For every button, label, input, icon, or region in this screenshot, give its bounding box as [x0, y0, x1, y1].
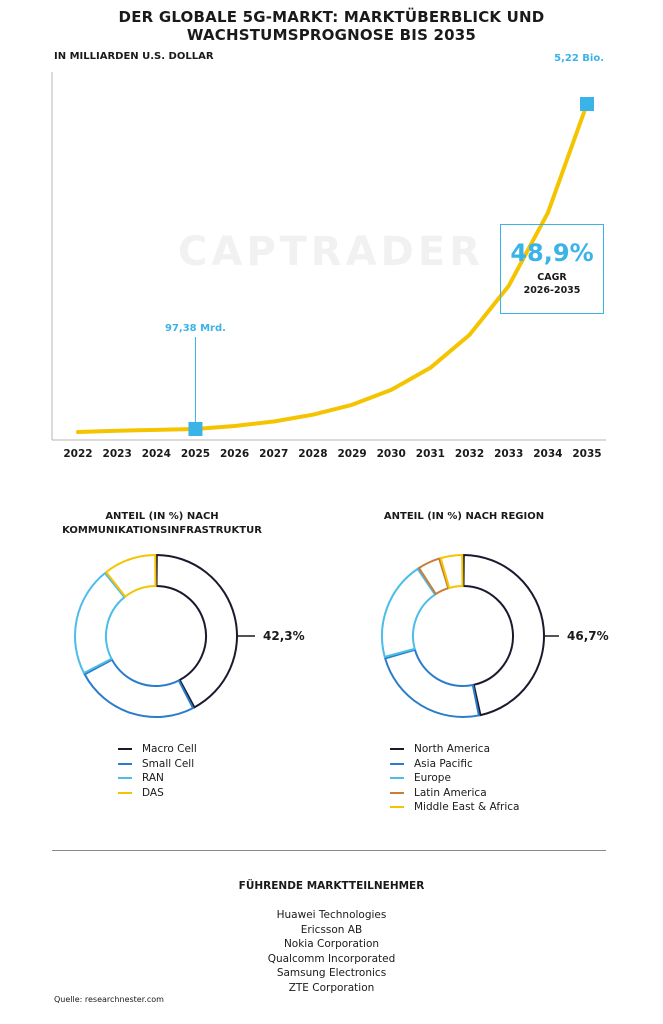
cagr-box: 48,9% CAGR 2026-2035 [500, 224, 604, 314]
donut-1-legend: Macro Cell Small Cell RAN DAS [118, 742, 197, 800]
legend-label: Middle East & Africa [414, 801, 520, 814]
source-note: Quelle: researchnester.com [54, 995, 164, 1004]
player-item: Nokia Corporation [283, 938, 380, 950]
donut-1-title-line1: ANTEIL (IN %) NACH [105, 511, 219, 522]
players-title: FÜHRENDE MARKTTEILNEHMER [238, 880, 425, 892]
player-item: Samsung Electronics [276, 967, 387, 979]
cagr-label-line2: 2026-2035 [523, 285, 581, 296]
donut-2-slice [462, 553, 545, 717]
x-tick-label: 2027 [259, 448, 288, 460]
legend-1-item: DAS [118, 786, 197, 801]
data-point-marker [188, 421, 203, 436]
legend-label: Europe [414, 772, 451, 785]
legend-swatch [390, 762, 404, 765]
x-tick-label: 2032 [455, 448, 484, 460]
legend-2-item: Middle East & Africa [390, 800, 520, 815]
donut-1-slice [155, 553, 238, 709]
player-item: ZTE Corporation [288, 981, 375, 994]
x-tick-label: 2026 [220, 448, 249, 460]
legend-label: Macro Cell [142, 743, 197, 756]
legend-swatch [390, 806, 404, 809]
legend-label: DAS [142, 786, 164, 799]
x-tick-label: 2030 [377, 448, 406, 460]
players-list: Huawei Technologies Ericsson AB Nokia Corp… [0, 908, 663, 995]
x-tick-label: 2024 [142, 448, 171, 460]
data-point-marker [580, 97, 594, 111]
legend-swatch [390, 748, 404, 751]
player-item: Qualcomm Incorporated [267, 952, 396, 965]
legend-swatch [118, 777, 132, 780]
legend-2-item: Europe [390, 771, 520, 786]
x-tick-label: 2025 [181, 448, 210, 460]
watermark: CAPTRADER [178, 229, 484, 275]
donut-2-title-line1: ANTEIL (IN %) NACH REGION [383, 511, 545, 522]
legend-swatch [118, 762, 132, 765]
x-tick-label: 2028 [298, 448, 327, 460]
x-tick-label: 2034 [533, 448, 562, 460]
annotation-label: 97,38 Mrd. [165, 323, 226, 334]
legend-1-item: Macro Cell [118, 742, 197, 757]
donut-2-legend: North America Asia Pacific Europe Latin Ame… [390, 742, 520, 815]
x-tick-label: 2023 [103, 448, 132, 460]
donut-1-slice [74, 571, 126, 675]
divider [52, 850, 606, 851]
legend-swatch [118, 791, 132, 794]
legend-label: RAN [142, 772, 164, 785]
donut-2-value-label: 46,7% [567, 629, 609, 643]
player-item: Ericsson AB [300, 923, 363, 936]
chart-title: DER GLOBALE 5G-MARKT: MARKTÜBERBLICK UND… [0, 8, 663, 44]
legend-1-item: Small Cell [118, 757, 197, 772]
chart-title-line1: DER GLOBALE 5G-MARKT: MARKTÜBERBLICK UND [118, 8, 545, 26]
legend-label: Asia Pacific [414, 757, 473, 770]
donut-1-title: ANTEIL (IN %) NACH KOMMUNIKATIONSINFRAST… [42, 510, 282, 538]
legend-1-item: RAN [118, 771, 197, 786]
player-item: Huawei Technologies [276, 909, 387, 921]
cagr-label: CAGR 2026-2035 [501, 271, 603, 297]
x-tick-label: 2031 [416, 448, 445, 460]
donut-1-slice [83, 658, 195, 718]
donut-2-slice [417, 557, 450, 596]
donut-2-slice [381, 567, 437, 659]
donut-2-slice [383, 648, 481, 718]
x-tick-label: 2022 [63, 448, 92, 460]
chart-title-line2: WACHSTUMSPROGNOSE BIS 2035 [186, 26, 477, 44]
legend-swatch [390, 791, 404, 794]
donut-1-title-line2: KOMMUNIKATIONSINFRASTRUKTUR [62, 525, 262, 536]
legend-2-item: North America [390, 742, 520, 757]
x-tick-label: 2033 [494, 448, 523, 460]
x-tick-label: 2029 [337, 448, 366, 460]
donut-1-value-label: 42,3% [263, 629, 305, 643]
unit-label: IN MILLIARDEN U.S. DOLLAR [54, 51, 214, 62]
legend-2-item: Latin America [390, 786, 520, 801]
donut-2-title: ANTEIL (IN %) NACH REGION [344, 510, 584, 524]
legend-label: Small Cell [142, 757, 195, 770]
legend-label: Latin America [414, 786, 487, 799]
series-line [76, 102, 589, 434]
donut-1-slice [104, 553, 157, 598]
x-tick-label: 2035 [572, 448, 601, 460]
legend-label: North America [414, 743, 491, 756]
legend-swatch [118, 748, 132, 751]
donut-2-slice [439, 553, 464, 590]
legend-swatch [390, 777, 404, 780]
annotation-label: 5,22 Bio. [554, 53, 604, 64]
legend-2-item: Asia Pacific [390, 757, 520, 772]
cagr-value: 48,9% [510, 239, 594, 267]
cagr-label-line1: CAGR [537, 272, 567, 283]
